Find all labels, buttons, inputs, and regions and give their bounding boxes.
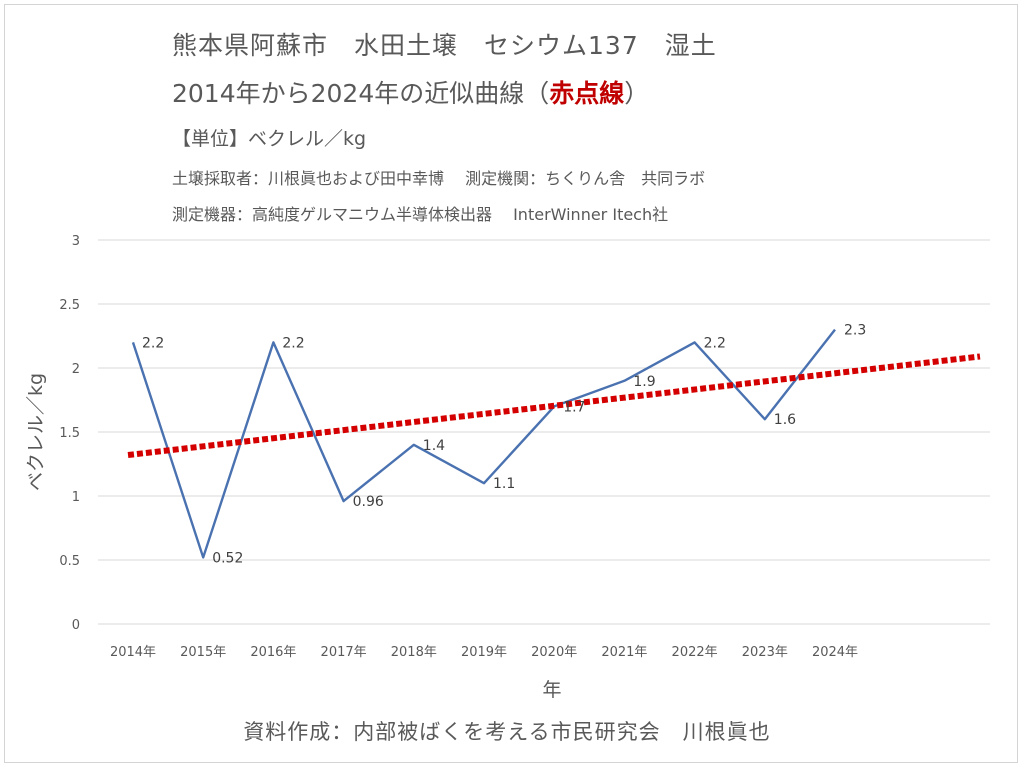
data-label: 1.7 (563, 399, 585, 415)
data-label: 2.3 (844, 323, 866, 339)
data-label: 1.6 (774, 412, 796, 428)
subtitle-accent: 赤点線 (549, 79, 625, 108)
footer-credit: 資料作成：内部被ばくを考える市民研究会 川根眞也 (243, 720, 771, 744)
subtitle-suffix: ） (624, 79, 650, 108)
y-tick-label: 0.5 (59, 554, 80, 569)
line-chart: 00.511.522.53 2014年 2015年 2016年 2017年 2018年 2… (25, 234, 990, 701)
data-label: 2.2 (704, 335, 726, 351)
x-tick-label: 2017年 (321, 645, 367, 660)
x-tick-label: 2021年 (601, 645, 647, 660)
data-label: 2.2 (142, 335, 164, 351)
x-tick-label: 2024年 (812, 645, 858, 660)
data-label: 1.4 (423, 438, 445, 454)
y-tick-label: 1.5 (59, 426, 80, 441)
y-tick-label: 1 (72, 490, 80, 505)
x-tick-label: 2020年 (531, 645, 577, 660)
data-label: 1.9 (633, 374, 655, 390)
x-tick-label: 2023年 (742, 645, 788, 660)
series-line (131, 328, 836, 559)
y-tick-label: 2.5 (59, 298, 80, 313)
x-tick-label: 2014年 (110, 645, 156, 660)
data-label: 0.52 (212, 550, 243, 566)
gridlines (98, 239, 990, 625)
x-axis-ticks: 2014年 2015年 2016年 2017年 2018年 2019年 2020年 2021年… (110, 645, 858, 660)
data-labels: 2.2 0.52 2.2 0.96 1.4 1.1 1.7 1.9 2.2 1.6 2.3 (142, 323, 866, 567)
data-label: 2.2 (282, 335, 304, 351)
data-label: 1.1 (493, 476, 515, 492)
x-tick-label: 2018年 (391, 645, 437, 660)
y-tick-label: 0 (72, 618, 80, 633)
series-layer (131, 328, 836, 559)
y-tick-label: 3 (72, 234, 80, 249)
x-axis-title: 年 (542, 679, 561, 701)
x-tick-label: 2015年 (180, 645, 226, 660)
trendline-layer (127, 353, 981, 459)
y-tick-label: 2 (72, 362, 80, 377)
x-tick-label: 2019年 (461, 645, 507, 660)
unit-label: 【単位】ベクレル／kg (172, 128, 367, 150)
y-axis-ticks: 0 0.5 1 1.5 2 2.5 3 (59, 234, 80, 633)
chart-title: 熊本県阿蘇市 水田土壌 セシウム137 湿土 (172, 31, 717, 60)
chart-subtitle: 2014年から2024年の近似曲線（赤点線） (172, 74, 649, 110)
y-axis-title: ベクレル／kg (25, 373, 47, 491)
x-tick-label: 2016年 (250, 645, 296, 660)
x-tick-label: 2022年 (672, 645, 718, 660)
trendline (127, 353, 981, 459)
chart-frame (4, 4, 1018, 763)
data-label: 0.96 (353, 494, 384, 510)
sampling-info: 土壌採取者：川根眞也および田中幸博 測定機関：ちくりん舎 共同ラボ (172, 169, 706, 188)
subtitle-prefix: 2014年から2024年の近似曲線（ (172, 79, 550, 108)
instrument-info: 測定機器：高純度ゲルマニウム半導体検出器 InterWinner Itech社 (172, 205, 669, 224)
